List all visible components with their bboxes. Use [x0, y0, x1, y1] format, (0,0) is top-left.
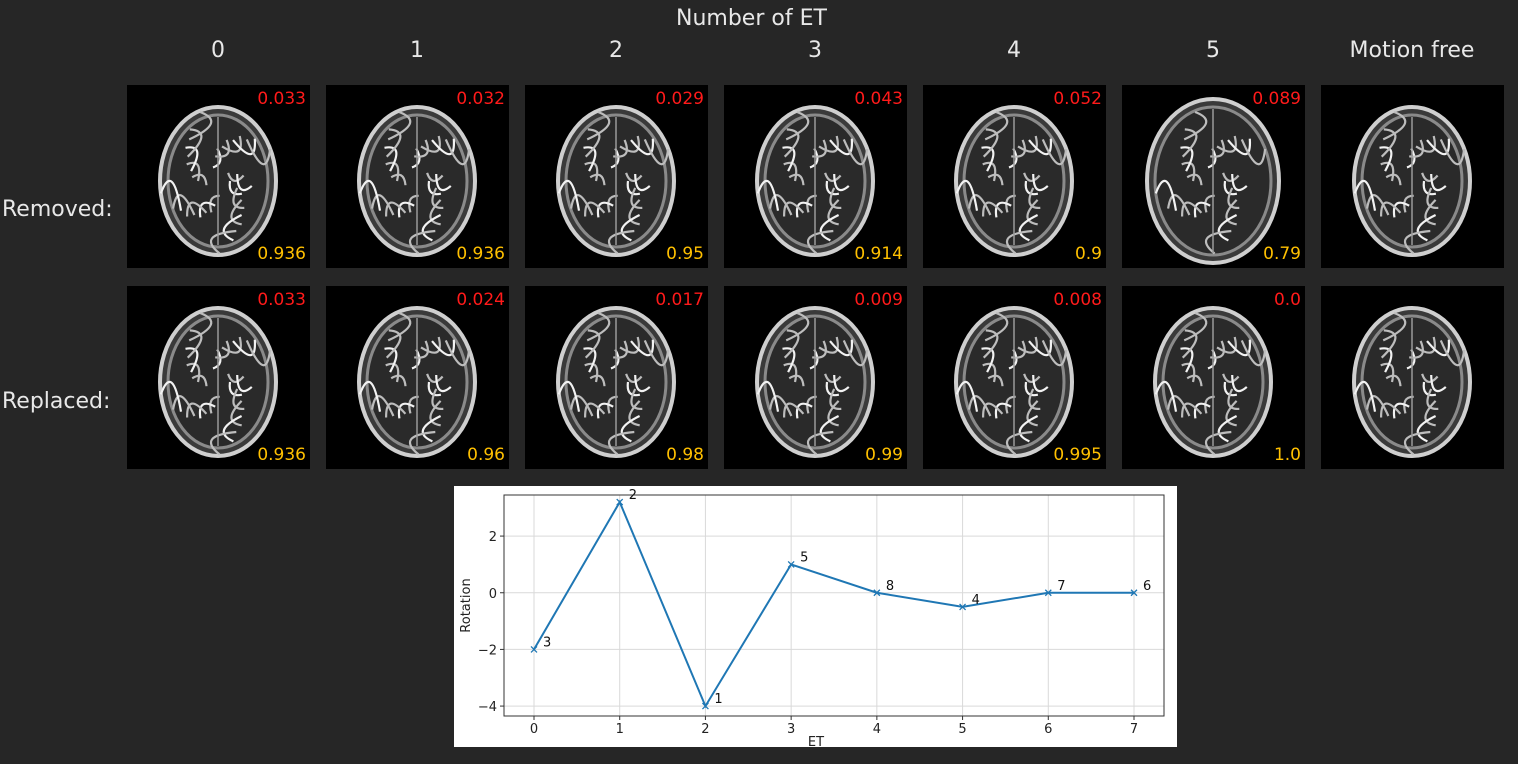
- data-point-marker: [959, 603, 967, 611]
- rotation-chart: 0 1 2 3 4 5 6 7 −4 −2 0 2 ET Rotation 3 2 1 5 8 4 7 6: [454, 486, 1177, 750]
- column-label-6: Motion free: [1349, 38, 1475, 63]
- mri-panel: 0.043 0.914: [724, 85, 907, 268]
- column-label-3: 3: [808, 38, 822, 63]
- error-metric: 0.033: [257, 89, 306, 109]
- similarity-metric: 0.936: [257, 244, 306, 264]
- mri-panel: 0.009 0.99: [724, 286, 907, 469]
- column-label-5: 5: [1206, 38, 1220, 63]
- x-axis-label: ET: [808, 735, 824, 747]
- mri-panel: 0.024 0.96: [326, 286, 509, 469]
- error-metric: 0.089: [1252, 89, 1301, 109]
- x-tick-label: 3: [787, 722, 795, 737]
- similarity-metric: 0.9: [1074, 244, 1102, 264]
- brain-mri-image: [954, 105, 1074, 257]
- brain-mri-image: [357, 306, 477, 458]
- error-metric: 0.017: [655, 290, 704, 310]
- mri-panel: 0.017 0.98: [525, 286, 708, 469]
- mri-panel: 0.052 0.9: [923, 85, 1106, 268]
- point-annotation: 2: [629, 488, 637, 503]
- mri-panel: 0.089 0.79: [1122, 85, 1305, 268]
- similarity-metric: 0.95: [666, 244, 704, 264]
- column-label-1: 1: [410, 38, 424, 63]
- x-tick-label: 5: [958, 722, 966, 737]
- mri-panel: 0.029 0.95: [525, 85, 708, 268]
- mri-panel: 0.033 0.936: [127, 286, 310, 469]
- error-metric: 0.008: [1053, 290, 1102, 310]
- y-tick-label: 0: [489, 587, 497, 602]
- brain-mri-image: [158, 306, 278, 458]
- data-point-marker: [1044, 589, 1052, 597]
- brain-mri-image: [1352, 105, 1472, 257]
- x-tick-label: 1: [616, 722, 624, 737]
- mri-panel: [1321, 85, 1504, 268]
- y-tick-label: −2: [478, 643, 497, 658]
- similarity-metric: 0.936: [257, 445, 306, 465]
- mri-panel: [1321, 286, 1504, 469]
- brain-mri-image: [1153, 306, 1273, 458]
- figure-heading: Number of ET: [676, 6, 827, 31]
- plot-frame: [503, 494, 1165, 717]
- similarity-metric: 0.99: [865, 445, 903, 465]
- point-annotation: 4: [972, 593, 980, 608]
- similarity-metric: 0.96: [467, 445, 505, 465]
- error-metric: 0.043: [854, 89, 903, 109]
- point-annotation: 6: [1143, 579, 1151, 594]
- brain-mri-image: [755, 105, 875, 257]
- similarity-metric: 0.98: [666, 445, 704, 465]
- point-annotation: 1: [714, 692, 722, 707]
- brain-mri-image: [357, 105, 477, 257]
- column-label-4: 4: [1007, 38, 1021, 63]
- x-tick-label: 7: [1130, 722, 1138, 737]
- data-point-marker: [530, 645, 538, 653]
- mri-panel: 0.032 0.936: [326, 85, 509, 268]
- data-point-marker: [873, 589, 881, 597]
- x-tick-label: 6: [1044, 722, 1052, 737]
- error-metric: 0.032: [456, 89, 505, 109]
- data-point-marker: [787, 560, 795, 568]
- row-label-1: Replaced:: [2, 389, 111, 414]
- x-tick-label: 2: [701, 722, 709, 737]
- brain-mri-image: [755, 306, 875, 458]
- data-point-marker: [616, 498, 624, 506]
- brain-mri-image: [1145, 97, 1281, 265]
- error-metric: 0.009: [854, 290, 903, 310]
- column-label-0: 0: [211, 38, 225, 63]
- error-metric: 0.033: [257, 290, 306, 310]
- brain-mri-image: [556, 105, 676, 257]
- error-metric: 0.052: [1053, 89, 1102, 109]
- similarity-metric: 1.0: [1273, 445, 1301, 465]
- similarity-metric: 0.914: [854, 244, 903, 264]
- data-point-marker: [701, 702, 709, 710]
- error-metric: 0.029: [655, 89, 704, 109]
- x-tick-label: 4: [873, 722, 881, 737]
- row-label-0: Removed:: [2, 197, 113, 222]
- mri-panel: 0.008 0.995: [923, 286, 1106, 469]
- similarity-metric: 0.79: [1263, 244, 1301, 264]
- similarity-metric: 0.936: [456, 244, 505, 264]
- column-label-2: 2: [609, 38, 623, 63]
- point-annotation: 3: [543, 635, 551, 650]
- similarity-metric: 0.995: [1053, 445, 1102, 465]
- brain-mri-image: [954, 306, 1074, 458]
- brain-mri-image: [1352, 306, 1472, 458]
- point-annotation: 7: [1057, 579, 1065, 594]
- y-tick-label: −4: [478, 700, 497, 715]
- error-metric: 0.024: [456, 290, 505, 310]
- point-annotation: 8: [886, 579, 894, 594]
- x-tick-label: 0: [530, 722, 538, 737]
- brain-mri-image: [158, 105, 278, 257]
- point-annotation: 5: [800, 550, 808, 565]
- error-metric: 0.0: [1273, 290, 1301, 310]
- rotation-series-line: [533, 499, 1134, 709]
- mri-panel: 0.033 0.936: [127, 85, 310, 268]
- brain-mri-image: [556, 306, 676, 458]
- mri-panel: 0.0 1.0: [1122, 286, 1305, 469]
- y-tick-label: 2: [489, 530, 497, 545]
- data-point-marker: [1130, 589, 1138, 597]
- y-axis-label: Rotation: [459, 578, 474, 632]
